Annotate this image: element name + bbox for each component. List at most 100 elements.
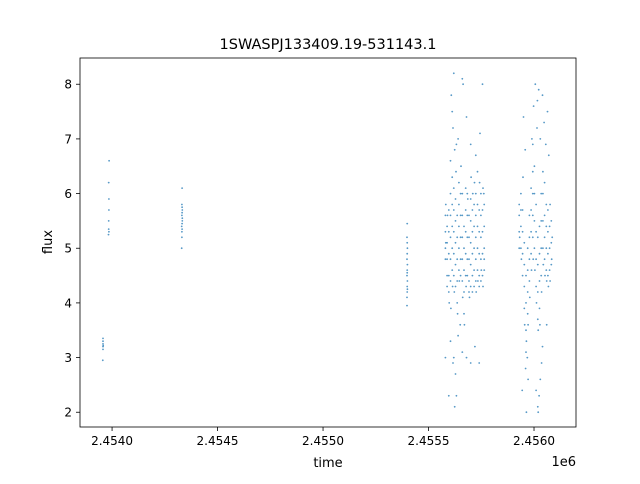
data-point [449,340,452,343]
data-point [541,94,544,97]
data-point [520,258,523,261]
data-point [463,225,465,228]
data-point [461,77,464,80]
data-point [542,192,544,195]
data-point [446,274,448,277]
data-point [469,220,472,222]
data-point [550,241,553,244]
x-axis: 2.4540 2.4545 2.4550 2.4555 2.4560 [91,427,555,448]
data-point [527,378,529,381]
data-point [406,271,409,274]
data-points [101,72,554,414]
data-point [450,307,452,310]
data-point [523,263,526,266]
data-point [107,233,110,236]
data-point [483,247,486,250]
data-point [550,258,553,261]
data-point [530,252,532,255]
data-point [473,203,475,206]
data-point [446,258,448,261]
data-point [181,230,183,233]
data-point [522,176,524,179]
chart-title: 1SWASPJ133409.19-531143.1 [220,37,437,53]
data-point [468,280,470,282]
data-point [461,351,464,353]
data-point [466,198,469,200]
data-point [107,220,110,222]
data-point [406,241,409,244]
data-point [536,99,539,102]
data-point [459,214,462,217]
data-point [471,291,474,293]
data-point [468,258,470,261]
data-point [545,225,548,228]
data-point [478,285,481,288]
data-point [455,394,458,397]
data-point [536,291,539,293]
data-point [531,170,534,173]
data-point [455,143,458,146]
data-point [406,288,409,291]
data-point [469,263,472,266]
data-point [461,236,464,239]
data-point [536,405,539,408]
data-point [525,302,527,304]
data-point [536,127,538,129]
data-point [476,247,479,250]
data-point [102,340,104,343]
data-point [535,230,537,233]
data-point [459,323,462,326]
data-point [521,209,524,211]
data-point [542,247,544,250]
x-tick-label: 2.4540 [91,434,133,448]
data-point [451,285,454,288]
data-point [463,269,465,271]
data-point [406,258,408,261]
data-point [520,247,522,250]
data-point [452,274,455,277]
plot-frame [79,57,577,428]
data-point [452,127,454,129]
data-point [531,236,534,239]
data-point [181,214,183,217]
data-point [447,209,450,211]
data-point [471,252,474,255]
data-point [474,258,477,261]
data-point [181,222,184,225]
data-point [542,220,544,222]
data-point [102,343,104,345]
data-point [540,192,543,195]
data-point [452,230,455,233]
data-point [456,236,459,239]
data-point [456,214,459,217]
data-point [541,345,544,348]
data-point [547,274,549,277]
data-point [533,165,536,168]
data-point [452,209,455,211]
data-point [481,83,484,86]
data-point [481,252,484,255]
data-point [536,318,539,321]
data-point [108,198,110,200]
data-point [181,217,184,220]
data-point [406,304,408,307]
data-point [465,356,468,359]
data-point [476,170,479,173]
data-point [543,181,546,184]
data-point [533,192,536,195]
data-point [476,269,479,271]
y-axis-label: flux [41,230,56,254]
data-point [532,258,535,261]
data-point [533,220,536,222]
data-point [102,337,104,340]
data-point [451,176,454,179]
data-point [181,236,183,239]
data-point [406,274,408,277]
data-point [547,252,549,255]
data-point [475,291,478,293]
data-point [406,222,409,225]
data-point [525,274,527,277]
data-point [471,230,474,233]
data-point [446,241,448,244]
